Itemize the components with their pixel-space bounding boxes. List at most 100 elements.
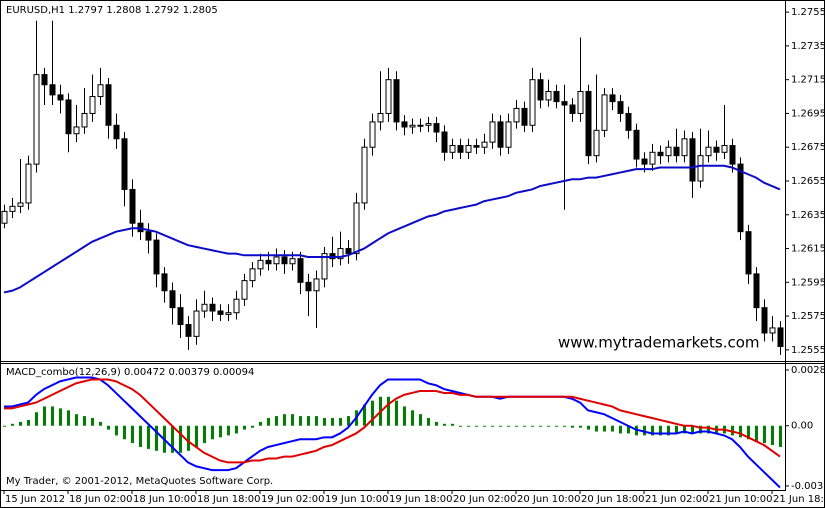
candle-body bbox=[569, 104, 576, 114]
histogram-bar bbox=[467, 425, 470, 427]
histogram-bar bbox=[603, 425, 606, 432]
histogram-bar bbox=[219, 425, 222, 438]
candle-body bbox=[97, 84, 104, 98]
histogram-bar bbox=[115, 425, 118, 436]
candle-body bbox=[193, 310, 200, 337]
candle-body bbox=[721, 145, 728, 153]
histogram-bar bbox=[275, 416, 278, 426]
histogram-bar bbox=[443, 423, 446, 426]
candle-body bbox=[473, 145, 480, 148]
histogram-bar bbox=[123, 425, 126, 440]
candle-body bbox=[761, 307, 768, 334]
candle-body bbox=[681, 138, 688, 157]
histogram-bar bbox=[763, 425, 766, 444]
indicator-title: MACD_combo(12,26,9) 0.00472 0.00379 0.00… bbox=[6, 367, 254, 378]
candle-body bbox=[665, 146, 672, 157]
histogram-bar bbox=[155, 425, 158, 451]
histogram-bar bbox=[51, 406, 54, 426]
candle-body bbox=[249, 268, 256, 282]
histogram-bar bbox=[59, 408, 62, 426]
x-tick-label: 18 Jun 18:00 bbox=[197, 494, 261, 505]
histogram-bar bbox=[259, 421, 262, 426]
candle-body bbox=[273, 256, 280, 265]
candle-body bbox=[769, 327, 776, 334]
candle-body bbox=[585, 91, 592, 157]
candle-body bbox=[33, 74, 40, 165]
histogram-bar bbox=[403, 406, 406, 426]
candle-body bbox=[393, 79, 400, 123]
histogram-bar bbox=[171, 425, 174, 453]
candle-body bbox=[609, 94, 616, 103]
plot-area bbox=[1, 20, 784, 489]
histogram-bar bbox=[307, 416, 310, 426]
candle-body bbox=[121, 138, 128, 190]
histogram-bar bbox=[3, 425, 6, 427]
histogram-bar bbox=[595, 425, 598, 432]
candle-body bbox=[657, 151, 664, 157]
candle-body bbox=[377, 112, 384, 123]
candle-body bbox=[561, 101, 568, 106]
candle-body bbox=[441, 131, 448, 153]
histogram-bar bbox=[83, 416, 86, 426]
y-tick-label: 1.2575 bbox=[791, 311, 825, 322]
histogram-bar bbox=[755, 425, 758, 442]
candle-body bbox=[649, 151, 656, 165]
histogram-bar bbox=[771, 425, 774, 446]
x-tick-label: 21 Jun 10:00 bbox=[709, 494, 773, 505]
histogram-bar bbox=[499, 425, 502, 427]
candle-body bbox=[697, 155, 704, 182]
y-tick-label: 1.2615 bbox=[791, 244, 825, 255]
x-tick-label: 21 Jun 02:00 bbox=[645, 494, 709, 505]
histogram-bar bbox=[339, 418, 342, 426]
histogram-bar bbox=[267, 418, 270, 426]
histogram-bar bbox=[539, 425, 542, 427]
histogram-bar bbox=[563, 425, 566, 427]
candle-body bbox=[161, 273, 168, 292]
candle-body bbox=[417, 124, 424, 127]
candle-body bbox=[713, 146, 720, 153]
candle-body bbox=[409, 124, 416, 128]
histogram-bar bbox=[99, 421, 102, 426]
candle-body bbox=[105, 84, 112, 126]
candle-body bbox=[705, 146, 712, 157]
histogram-bar bbox=[675, 425, 678, 434]
x-tick-label: 20 Jun 18:00 bbox=[581, 494, 645, 505]
candle-body bbox=[465, 145, 472, 153]
candle-body bbox=[593, 129, 600, 157]
histogram-bar bbox=[547, 425, 550, 427]
candle-body bbox=[577, 91, 584, 114]
x-tick-label: 19 Jun 02:00 bbox=[261, 494, 325, 505]
candle-body bbox=[361, 146, 368, 204]
histogram-bar bbox=[27, 419, 30, 426]
chart-title: EURUSD,H1 1.2797 1.2808 1.2792 1.2805 bbox=[6, 5, 218, 16]
histogram-bar bbox=[299, 416, 302, 426]
histogram-bar bbox=[91, 418, 94, 426]
line-series bbox=[4, 378, 781, 464]
candle-body bbox=[433, 123, 440, 133]
candle-body bbox=[281, 256, 288, 265]
candle-body bbox=[529, 79, 536, 126]
histogram-bar bbox=[611, 425, 614, 432]
histogram-bar bbox=[699, 425, 702, 434]
credit: My Trader, © 2001-2012, MetaQuotes Softw… bbox=[6, 476, 273, 487]
histogram-bar bbox=[363, 404, 366, 426]
y-tick-label: 1.2675 bbox=[791, 142, 825, 153]
x-tick-label: 15 Jun 2012 bbox=[5, 494, 65, 505]
candle-body bbox=[1, 210, 8, 224]
annotation: www.mytrademarkets.com bbox=[558, 334, 760, 352]
histogram-bar bbox=[283, 414, 286, 426]
candle-body bbox=[521, 107, 528, 126]
y-tick-label: 1.2635 bbox=[791, 210, 825, 221]
histogram-bar bbox=[515, 425, 518, 427]
candle-body bbox=[313, 278, 320, 292]
histogram-bar bbox=[587, 425, 590, 430]
candle-body bbox=[457, 145, 464, 153]
histogram-bar bbox=[747, 425, 750, 440]
candle-body bbox=[17, 202, 24, 207]
candle-body bbox=[553, 91, 560, 103]
histogram-bar bbox=[35, 412, 38, 426]
histogram-bar bbox=[75, 414, 78, 426]
candle-body bbox=[9, 205, 16, 212]
candle-body bbox=[73, 126, 80, 135]
